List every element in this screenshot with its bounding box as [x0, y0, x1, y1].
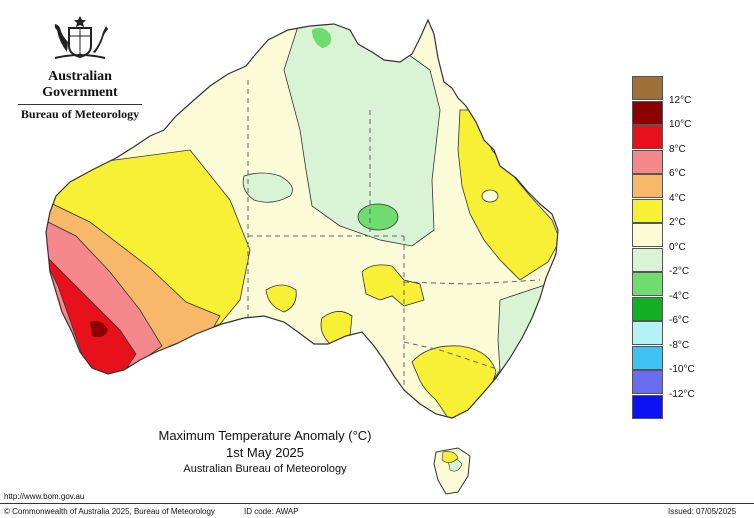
map-date: 1st May 2025	[225, 445, 305, 460]
map-title: Maximum Temperature Anomaly (°C)	[158, 428, 372, 443]
legend-swatch	[632, 345, 663, 370]
coat-of-arms-icon	[54, 16, 108, 59]
legend-label: 8°C	[669, 143, 686, 155]
government-name: Australian Government	[42, 69, 118, 100]
legend-swatch	[632, 394, 663, 419]
legend-swatch	[632, 125, 663, 149]
footer-copyright: © Commonwealth of Australia 2025, Bureau…	[4, 507, 215, 516]
map-title-block: Maximum Temperature Anomaly (°C) 1st May…	[120, 428, 410, 475]
legend-swatch	[632, 198, 663, 223]
legend-label: -6°C	[669, 315, 690, 326]
legend-swatch	[632, 296, 663, 321]
footer-issued: Issued: 07/05/2025	[668, 507, 737, 516]
bom-url[interactable]: http://www.bom.gov.au	[4, 492, 85, 501]
bureau-name: Bureau of Meteorology	[18, 104, 142, 122]
legend-label: -2°C	[669, 266, 690, 277]
legend-swatch	[632, 149, 663, 174]
legend-swatch	[632, 76, 663, 100]
legend-swatch	[632, 321, 663, 345]
legend-label: 4°C	[669, 192, 686, 204]
legend-swatch	[632, 247, 663, 272]
legend-swatch	[632, 223, 663, 247]
map-source: Australian Bureau of Meteorology	[183, 463, 347, 475]
legend-swatch	[632, 174, 663, 198]
logo-block: Australian Government Bureau of Meteorol…	[10, 14, 150, 122]
legend-label: -10°C	[669, 364, 695, 375]
legend-label: 12°C	[669, 94, 692, 106]
legend-label: 0°C	[669, 241, 686, 253]
legend-label: 10°C	[669, 119, 692, 130]
legend-label: -4°C	[669, 290, 690, 302]
legend-label: -8°C	[669, 339, 690, 351]
legend-swatch	[632, 272, 663, 296]
legend-swatch	[632, 100, 663, 125]
legend-label: -12°C	[669, 388, 695, 400]
footer-divider	[0, 503, 754, 504]
legend-label: 2°C	[669, 217, 686, 228]
footer-id-code: ID code: AWAP	[244, 507, 299, 516]
legend-label: 6°C	[669, 168, 686, 179]
legend-swatch	[632, 370, 663, 394]
